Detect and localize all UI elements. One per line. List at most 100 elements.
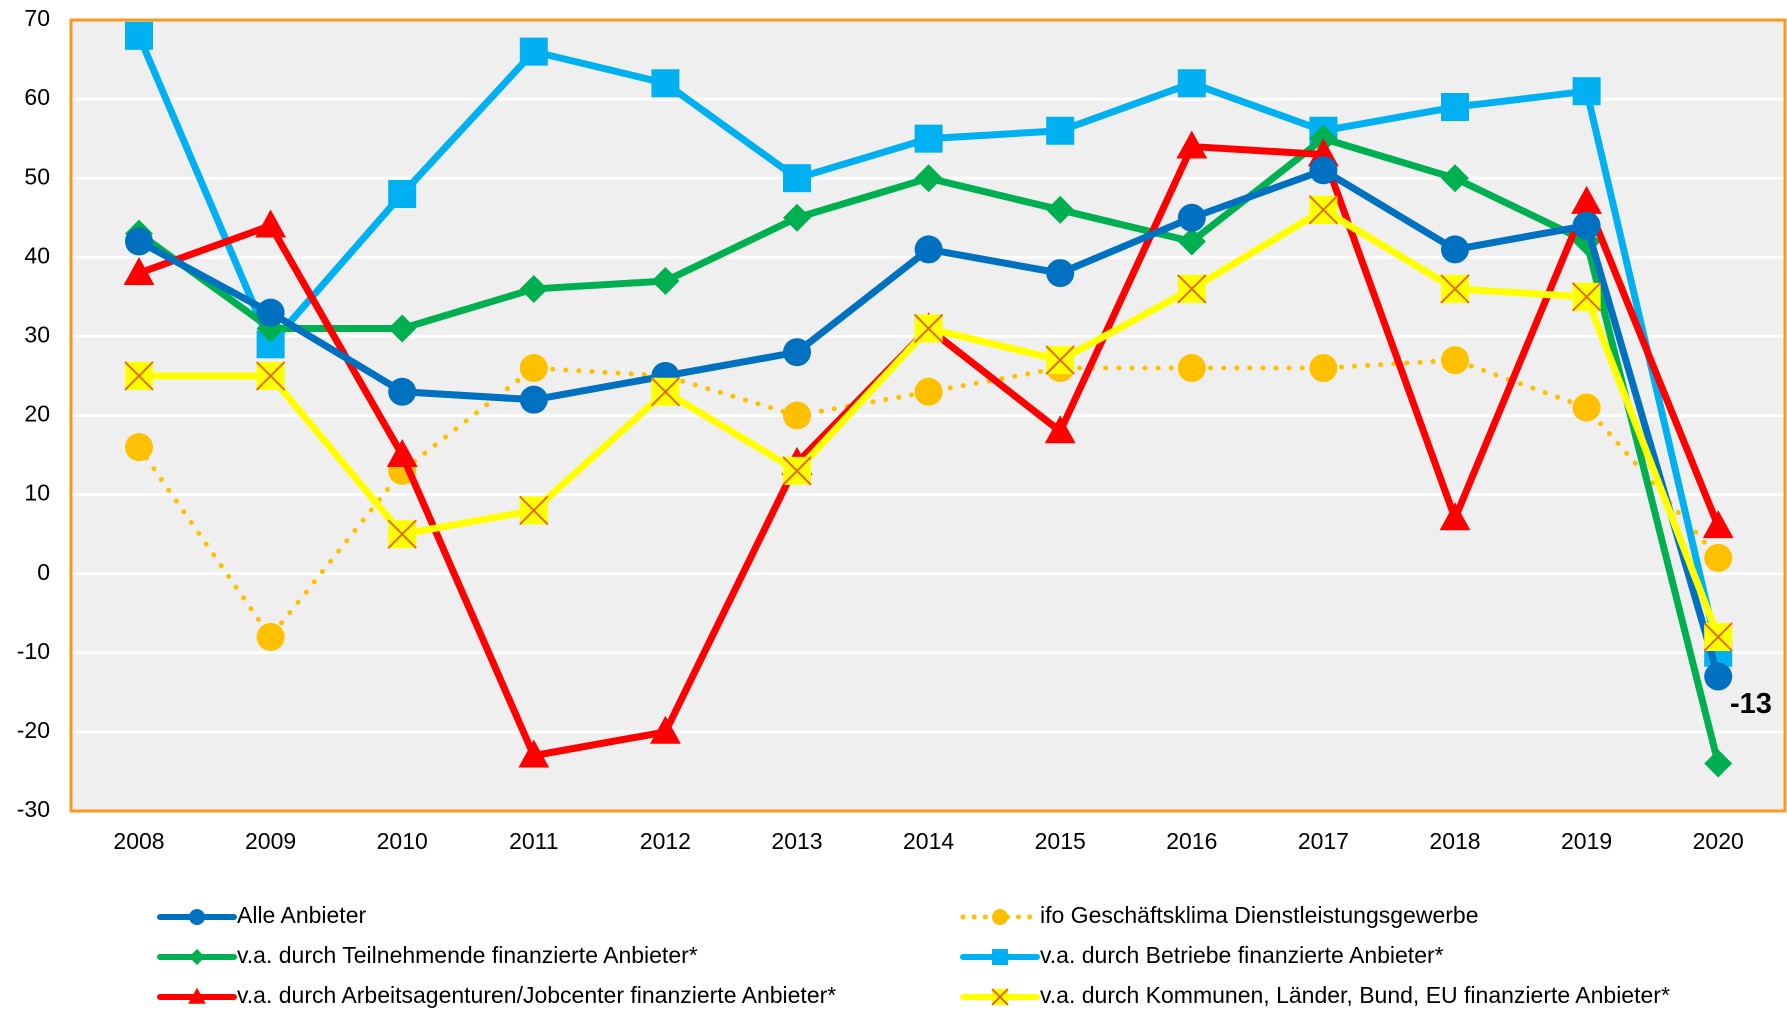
marker <box>650 377 681 407</box>
legend-label: v.a. durch Betriebe finanzierte Anbieter… <box>1040 942 1444 968</box>
marker <box>1046 259 1075 288</box>
marker <box>651 267 680 296</box>
legend-item: v.a. durch Arbeitsagenturen/Jobcenter fi… <box>157 982 836 1008</box>
marker <box>1440 274 1470 304</box>
y-tick-label: 0 <box>37 559 50 585</box>
marker <box>519 385 548 414</box>
x-tick-label: 2011 <box>509 828 558 854</box>
legend-label: v.a. durch Kommunen, Länder, Bund, EU fi… <box>1040 982 1670 1008</box>
marker <box>188 987 206 1004</box>
x-tick-label: 2009 <box>245 828 296 854</box>
x-tick-label: 2019 <box>1561 828 1612 854</box>
x-tick-label: 2008 <box>113 828 164 854</box>
marker-cross <box>1571 282 1602 312</box>
marker-cross <box>1440 274 1470 304</box>
y-tick-label: 70 <box>24 5 50 31</box>
marker <box>1177 227 1206 256</box>
marker <box>783 203 811 232</box>
y-tick-label: 60 <box>24 84 50 110</box>
marker <box>1177 69 1206 98</box>
marker-cross <box>913 313 944 344</box>
marker-cross <box>1308 195 1339 225</box>
x-tick-label: 2013 <box>771 828 822 854</box>
marker <box>1441 235 1469 264</box>
marker <box>519 495 549 526</box>
labels: -30 -20 -10 0 10 20 30 40 50 60 70 2008 2009 2010 2011… <box>17 5 1772 854</box>
marker <box>256 298 285 327</box>
marker <box>1441 93 1469 122</box>
marker <box>255 209 286 238</box>
y-tick-label: -20 <box>17 717 50 743</box>
marker <box>914 124 943 153</box>
marker <box>1309 354 1338 383</box>
marker <box>256 622 285 651</box>
marker <box>1045 345 1075 375</box>
marker <box>1704 543 1733 572</box>
marker <box>992 949 1008 965</box>
x-tick-label: 2015 <box>1035 828 1086 854</box>
marker <box>125 227 153 256</box>
marker <box>783 401 811 430</box>
marker <box>1177 274 1207 304</box>
marker <box>388 180 417 209</box>
marker <box>914 235 943 264</box>
y-tick-label: 20 <box>24 401 50 427</box>
x-tick-label: 2010 <box>377 828 428 854</box>
y-tick-label: 10 <box>24 480 50 506</box>
marker-cross <box>124 361 154 391</box>
y-tick-label: -10 <box>17 638 50 664</box>
legend-label: v.a. durch Arbeitsagenturen/Jobcenter fi… <box>237 982 836 1008</box>
marker <box>125 433 153 462</box>
lines <box>123 21 1734 778</box>
marker <box>189 909 205 925</box>
marker <box>783 338 811 367</box>
marker <box>519 274 548 303</box>
marker <box>255 361 286 391</box>
legend-item: v.a. durch Betriebe finanzierte Anbieter… <box>960 942 1444 968</box>
marker <box>124 361 154 391</box>
marker-cross <box>1045 345 1075 375</box>
marker-cross <box>519 495 549 526</box>
legend-item: v.a. durch Teilnehmende finanzierte Anbi… <box>157 942 698 968</box>
marker <box>1572 393 1601 422</box>
marker <box>991 988 1009 1006</box>
marker <box>387 519 417 549</box>
y-tick-label: 30 <box>24 321 50 347</box>
marker <box>1176 130 1208 159</box>
marker-cross <box>1703 622 1733 652</box>
plot-border <box>69 18 1787 813</box>
marker-cross <box>782 456 812 486</box>
marker <box>125 21 153 50</box>
marker <box>388 314 417 343</box>
legend-item: ifo Geschäftsklima Dienstleistungsgewerb… <box>960 902 1478 928</box>
x-tick-label: 2020 <box>1693 828 1744 854</box>
marker <box>651 69 680 98</box>
marker <box>1439 502 1471 531</box>
marker <box>650 715 681 744</box>
marker <box>1177 354 1206 383</box>
x-tick-label: 2012 <box>640 828 691 854</box>
x-tick-label: 2018 <box>1429 828 1480 854</box>
marker <box>519 354 548 383</box>
y-tick-label: -30 <box>17 796 50 822</box>
marker <box>1704 662 1733 691</box>
marker <box>518 739 550 768</box>
legend-label: ifo Geschäftsklima Dienstleistungsgewerb… <box>1040 902 1478 928</box>
marker <box>189 949 205 965</box>
marker <box>1308 195 1339 225</box>
marker <box>1572 211 1601 240</box>
data-label: -13 <box>1730 688 1772 720</box>
marker <box>1571 185 1602 214</box>
marker <box>1571 282 1602 312</box>
x-tick-label: 2017 <box>1298 828 1349 854</box>
marker-cross <box>255 361 286 391</box>
marker-cross <box>991 988 1009 1006</box>
marker-cross <box>1177 274 1207 304</box>
marker <box>914 164 943 193</box>
marker <box>1177 203 1206 232</box>
marker <box>782 456 812 486</box>
marker <box>914 377 943 406</box>
marker <box>1046 116 1075 145</box>
marker <box>913 313 944 344</box>
